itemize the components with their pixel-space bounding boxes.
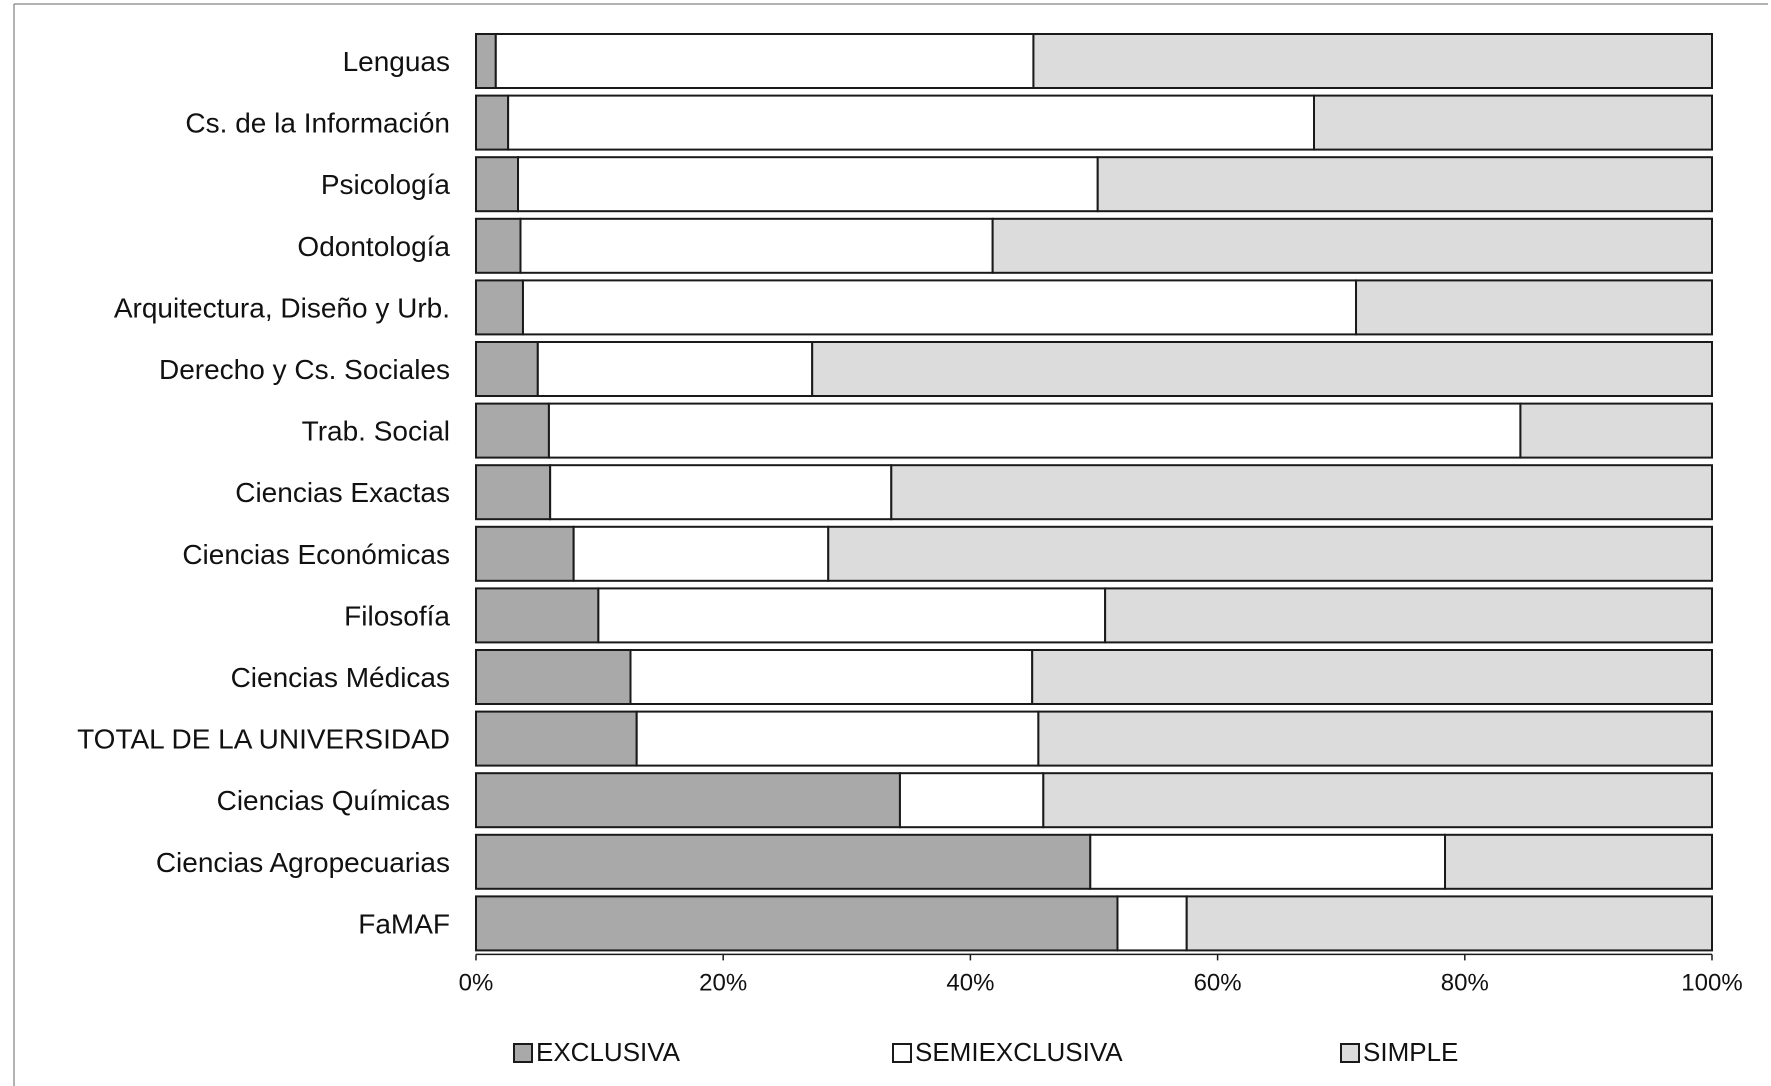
bar-segment-exclusiva-filosofia: [475, 587, 600, 644]
bar-segment-simple-odontologia: [991, 217, 1713, 274]
legend-label-exclusiva: EXCLUSIVA: [536, 1037, 681, 1067]
bar-segment-simple-ciencias-economicas: [827, 525, 1713, 582]
legend-swatch-semiexclusiva: [892, 1043, 912, 1063]
category-label-ciencias-quimicas: Ciencias Químicas: [217, 785, 450, 816]
bar-segment-simple-derecho-y-cs-sociales: [811, 341, 1713, 397]
bar-segment-semiexclusiva-arquitectura-diseno-y-urb: [521, 279, 1358, 336]
legend-swatch-simple: [1340, 1043, 1360, 1063]
bar-segment-simple-cs-de-la-informacion: [1313, 94, 1714, 151]
category-label-ciencias-exactas: Ciencias Exactas: [235, 477, 450, 508]
bar-segment-exclusiva-ciencias-exactas: [475, 464, 552, 521]
bar-segment-semiexclusiva-ciencias-economicas: [572, 525, 830, 582]
category-label-ciencias-agropecuarias: Ciencias Agropecuarias: [156, 847, 450, 878]
bar-segment-simple-ciencias-medicas: [1031, 649, 1713, 705]
bar-segment-semiexclusiva-ciencias-exactas: [549, 464, 893, 521]
bar-segment-semiexclusiva-total-de-la-universidad: [635, 710, 1040, 767]
legend-label-semiexclusiva: SEMIEXCLUSIVA: [915, 1037, 1123, 1067]
bar-segment-exclusiva-derecho-y-cs-sociales: [475, 341, 539, 397]
bar-segment-exclusiva-arquitectura-diseno-y-urb: [475, 279, 524, 336]
category-label-filosofia: Filosofía: [344, 600, 450, 631]
bar-segment-semiexclusiva-cs-de-la-informacion: [507, 94, 1316, 151]
category-label-odontologia: Odontología: [297, 231, 450, 262]
bar-segment-simple-total-de-la-universidad: [1037, 710, 1713, 767]
category-label-total-de-la-universidad: TOTAL DE LA UNIVERSIDAD: [77, 724, 450, 755]
x-tick-label-2: 40%: [946, 969, 994, 996]
bar-segment-exclusiva-famaf: [475, 895, 1119, 952]
x-tick-label-1: 20%: [699, 969, 747, 996]
bar-segment-exclusiva-psicologia: [475, 156, 520, 213]
bar-segment-simple-arquitectura-diseno-y-urb: [1355, 279, 1713, 336]
bar-segment-exclusiva-cs-de-la-informacion: [475, 94, 510, 151]
bar-segment-simple-ciencias-quimicas: [1042, 772, 1713, 829]
category-label-cs-de-la-informacion: Cs. de la Información: [185, 108, 450, 139]
bar-segment-simple-psicologia: [1096, 156, 1713, 213]
bar-segment-simple-filosofia: [1104, 587, 1713, 644]
bar-segment-exclusiva-odontologia: [475, 217, 522, 274]
x-tick-label-4: 80%: [1441, 969, 1489, 996]
bar-segment-exclusiva-total-de-la-universidad: [475, 710, 638, 767]
legend: EXCLUSIVA SEMIEXCLUSIVA SIMPLE: [513, 1037, 1458, 1067]
bar-segment-semiexclusiva-filosofia: [597, 587, 1107, 644]
bar-segment-simple-trab-social: [1519, 402, 1714, 459]
x-tick-label-3: 60%: [1194, 969, 1242, 996]
bar-segment-semiexclusiva-ciencias-agropecuarias: [1089, 833, 1447, 890]
bar-segment-semiexclusiva-lenguas: [494, 33, 1035, 89]
bars-layer: [475, 33, 1714, 952]
bar-segment-simple-ciencias-exactas: [890, 464, 1713, 521]
x-tick-label-5: 100%: [1681, 969, 1742, 996]
bar-segment-semiexclusiva-odontologia: [519, 217, 994, 274]
bar-segment-exclusiva-ciencias-medicas: [475, 649, 632, 705]
x-axis: 0% 20% 40% 60% 80% 100%: [459, 953, 1743, 996]
bar-segment-semiexclusiva-famaf: [1116, 895, 1188, 952]
bar-segment-exclusiva-trab-social: [475, 402, 550, 459]
bar-segment-semiexclusiva-derecho-y-cs-sociales: [536, 341, 814, 397]
bar-segment-exclusiva-ciencias-agropecuarias: [475, 833, 1092, 890]
category-labels: Lenguas Cs. de la Información Psicología Od…: [77, 46, 450, 939]
category-label-ciencias-medicas: Ciencias Médicas: [231, 662, 450, 693]
legend-swatch-exclusiva: [513, 1043, 533, 1063]
category-label-famaf: FaMAF: [358, 908, 450, 939]
category-label-arquitectura-diseno-y-urb: Arquitectura, Diseño y Urb.: [114, 292, 450, 323]
category-label-trab-social: Trab. Social: [302, 416, 450, 447]
bar-segment-semiexclusiva-ciencias-medicas: [629, 649, 1034, 705]
category-label-derecho-y-cs-sociales: Derecho y Cs. Sociales: [159, 354, 450, 385]
category-label-ciencias-economicas: Ciencias Económicas: [182, 539, 450, 570]
legend-label-simple: SIMPLE: [1363, 1037, 1458, 1067]
bar-segment-semiexclusiva-trab-social: [547, 402, 1522, 459]
bar-segment-simple-ciencias-agropecuarias: [1444, 833, 1714, 890]
bar-segment-exclusiva-lenguas: [475, 33, 497, 89]
bar-segment-exclusiva-ciencias-quimicas: [475, 772, 901, 829]
bar-segment-semiexclusiva-psicologia: [517, 156, 1099, 213]
category-label-lenguas: Lenguas: [343, 46, 450, 77]
bar-segment-semiexclusiva-ciencias-quimicas: [898, 772, 1045, 829]
x-tick-label-0: 0%: [459, 969, 494, 996]
bar-segment-exclusiva-ciencias-economicas: [475, 525, 575, 582]
bar-segment-simple-lenguas: [1032, 33, 1714, 89]
bar-segment-simple-famaf: [1185, 895, 1713, 952]
category-label-psicologia: Psicología: [321, 169, 451, 200]
